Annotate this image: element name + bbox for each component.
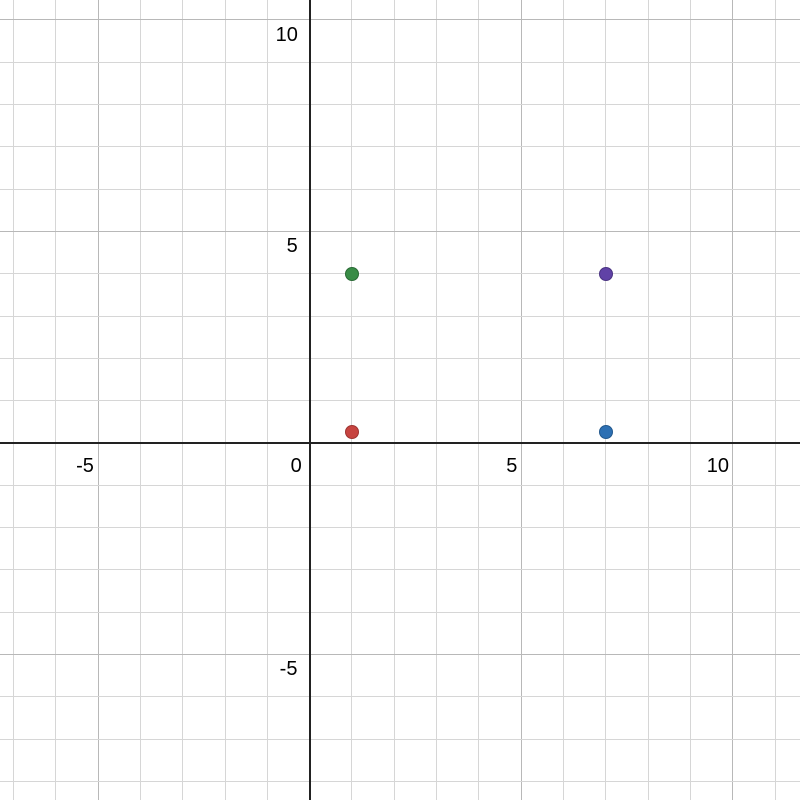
scatter-point bbox=[599, 267, 613, 281]
x-tick-label: 10 bbox=[707, 455, 729, 478]
scatter-point bbox=[599, 425, 613, 439]
scatter-point bbox=[345, 267, 359, 281]
x-tick-label: 5 bbox=[506, 455, 517, 478]
gridline-horizontal bbox=[0, 316, 800, 317]
scatter-point bbox=[345, 425, 359, 439]
gridline-horizontal bbox=[0, 273, 800, 274]
gridline-horizontal bbox=[0, 612, 800, 613]
gridline-horizontal bbox=[0, 62, 800, 63]
gridline-horizontal bbox=[0, 400, 800, 401]
gridline-horizontal bbox=[0, 231, 800, 232]
gridline-horizontal bbox=[0, 527, 800, 528]
x-tick-label: 0 bbox=[291, 455, 302, 478]
gridline-horizontal bbox=[0, 739, 800, 740]
y-tick-label: -5 bbox=[280, 658, 298, 681]
gridline-horizontal bbox=[0, 485, 800, 486]
x-tick-label: -5 bbox=[76, 455, 94, 478]
y-tick-label: 5 bbox=[287, 235, 298, 258]
coordinate-plane: -5 0 5 10 -5 5 10 bbox=[0, 0, 800, 800]
x-axis bbox=[0, 442, 800, 444]
y-tick-label: 10 bbox=[276, 24, 298, 47]
gridline-horizontal bbox=[0, 146, 800, 147]
gridline-horizontal bbox=[0, 654, 800, 655]
gridline-horizontal bbox=[0, 189, 800, 190]
gridline-horizontal bbox=[0, 781, 800, 782]
gridline-horizontal bbox=[0, 696, 800, 697]
y-axis bbox=[309, 0, 311, 800]
gridline-horizontal bbox=[0, 19, 800, 20]
gridline-horizontal bbox=[0, 104, 800, 105]
gridline-horizontal bbox=[0, 358, 800, 359]
gridline-horizontal bbox=[0, 569, 800, 570]
